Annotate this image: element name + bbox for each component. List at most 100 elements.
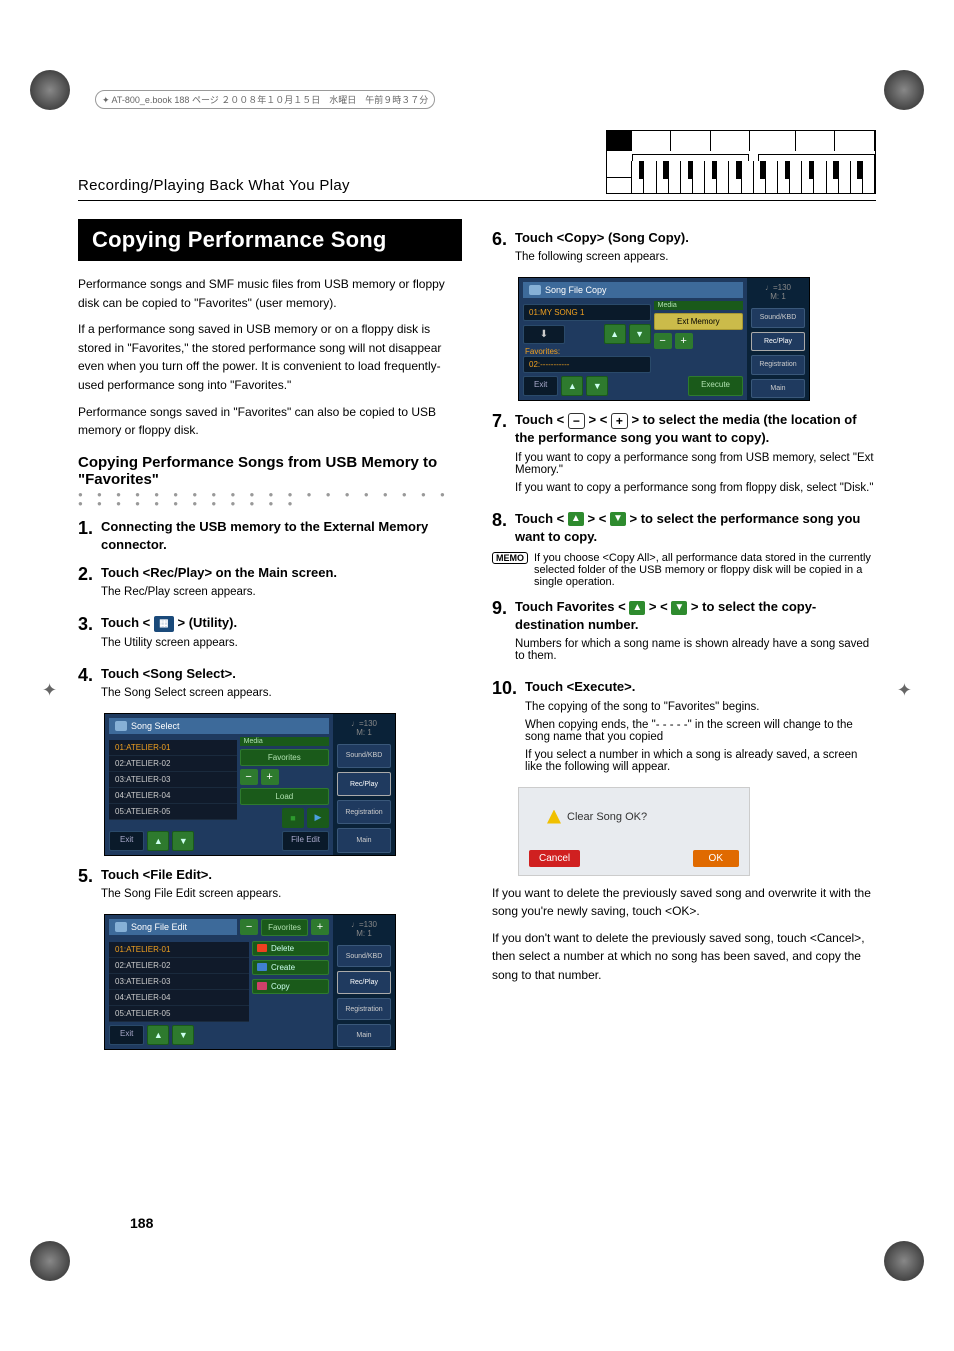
warning-icon (547, 810, 561, 824)
down-arrow-icon: ▼ (586, 376, 608, 396)
create-item: Create (252, 960, 329, 975)
step-1-title: Connecting the USB memory to the Externa… (101, 518, 462, 554)
step-10-note3: If you select a number in which a song i… (525, 749, 876, 773)
favorites-label: Favorites: (525, 347, 651, 356)
minus-icon: − (568, 413, 585, 429)
list-item: 02:ATELIER-02 (109, 958, 249, 974)
plus-icon: + (611, 413, 628, 429)
song-select-screenshot: Song Select 01:ATELIER-01 02:ATELIER-02 … (104, 713, 396, 856)
play-icon: ▶ (307, 808, 329, 828)
step-9-note: Numbers for which a song name is shown a… (515, 638, 876, 662)
side-button: Registration (337, 998, 391, 1021)
stop-icon: ■ (282, 808, 304, 828)
down-arrow-icon: ▼ (671, 601, 687, 615)
ss-title: Song File Edit (131, 922, 187, 932)
copy-item: Copy (252, 979, 329, 994)
side-button: Main (337, 828, 391, 852)
crop-mark-bl (30, 1241, 70, 1281)
up-arrow-icon: ▲ (629, 601, 645, 615)
song-file-copy-screenshot: Song File Copy 01:MY SONG 1 ⬇ ▲ ▼ Favori… (518, 277, 810, 401)
down-arrow-icon: ▼ (172, 831, 194, 851)
step-number: 5. (78, 866, 93, 906)
list-item: 01:ATELIER-01 (109, 740, 237, 756)
side-button: Rec/Play (337, 971, 391, 994)
plus-icon: + (261, 769, 279, 785)
side-button: Registration (337, 800, 391, 824)
step-10-note2: When copying ends, the "- - - - -" in th… (525, 719, 876, 743)
step-number: 7. (492, 411, 507, 499)
memo-icon: MEMO (492, 552, 528, 564)
list-item: 05:ATELIER-05 (109, 1006, 249, 1022)
registration-cross-left: ✦ (42, 680, 57, 701)
ss-title: Song Select (131, 721, 180, 731)
memo-text: If you choose <Copy All>, all performanc… (534, 552, 876, 588)
down-arrow-icon: ▼ (610, 512, 626, 526)
favorites-pill: Favorites (261, 919, 308, 936)
delete-item: Delete (252, 941, 329, 956)
minus-icon: − (240, 919, 258, 935)
file-edit-button: File Edit (282, 831, 329, 851)
list-item: 01:ATELIER-01 (109, 942, 249, 958)
divider-dots: ● ● ● ● ● ● ● ● ● ● ● ● ● ● ● ● ● ● ● ● … (78, 490, 462, 508)
down-arrow-icon: ▼ (172, 1025, 194, 1045)
breadcrumb: Recording/Playing Back What You Play (78, 177, 350, 194)
down-arrow-icon: ⬇ (523, 325, 565, 344)
media-label: Media (654, 301, 743, 310)
intro-p3: Performance songs saved in "Favorites" c… (78, 403, 462, 440)
side-button: Main (751, 379, 805, 399)
ext-memory-pill: Ext Memory (654, 313, 743, 330)
side-button: Sound/KBD (337, 744, 391, 768)
cancel-button: Cancel (529, 850, 580, 867)
execute-button: Execute (688, 376, 743, 396)
registration-cross-right: ✦ (897, 680, 912, 701)
step-6-title: Touch <Copy> (Song Copy). (515, 229, 876, 247)
favorites-pill: Favorites (240, 749, 329, 766)
crop-mark-tl (30, 70, 70, 110)
step-number: 2. (78, 564, 93, 604)
book-ruler: ✦ AT-800_e.book 188 ページ ２００８年１０月１５日 水曜日 … (95, 90, 435, 109)
exit-button: Exit (109, 1025, 144, 1045)
load-pill: Load (240, 788, 329, 805)
side-button: Rec/Play (337, 772, 391, 796)
step-4-title: Touch <Song Select>. (101, 665, 462, 683)
crop-mark-br (884, 1241, 924, 1281)
song-field: 01:MY SONG 1 (523, 304, 651, 321)
final-p2: If you don't want to delete the previous… (492, 929, 876, 985)
step-number: 10. (492, 678, 517, 778)
step-10-title: Touch <Execute>. (525, 678, 876, 696)
ss-title: Song File Copy (545, 285, 607, 295)
minus-icon: − (654, 333, 672, 349)
step-5-title: Touch <File Edit>. (101, 866, 462, 884)
up-arrow-icon: ▲ (561, 376, 583, 396)
up-arrow-icon: ▲ (568, 512, 584, 526)
exit-button: Exit (109, 831, 144, 851)
step-6-note: The following screen appears. (515, 251, 876, 263)
page-number: 188 (130, 1215, 153, 1231)
minus-icon: − (240, 769, 258, 785)
ruler-text: AT-800_e.book 188 ページ ２００８年１０月１５日 水曜日 午前… (112, 95, 429, 105)
utility-icon: ▦ (154, 616, 174, 632)
list-item: 02:ATELIER-02 (109, 756, 237, 772)
side-button: Sound/KBD (751, 308, 805, 328)
up-arrow-icon: ▲ (147, 1025, 169, 1045)
list-item: 04:ATELIER-04 (109, 990, 249, 1006)
up-arrow-icon: ▲ (604, 324, 626, 344)
down-arrow-icon: ▼ (629, 324, 651, 344)
step-number: 4. (78, 665, 93, 705)
step-2-title: Touch <Rec/Play> on the Main screen. (101, 564, 462, 582)
side-button: Main (337, 1024, 391, 1047)
step-7-title: Touch < − > < + > to select the media (t… (515, 411, 876, 447)
step-5-note: The Song File Edit screen appears. (101, 888, 462, 900)
clear-song-dialog: Clear Song OK? Cancel OK (518, 787, 750, 876)
section-banner: Copying Performance Song (78, 219, 462, 261)
list-item: 05:ATELIER-05 (109, 804, 237, 820)
step-4-note: The Song Select screen appears. (101, 687, 462, 699)
step-8-title: Touch < ▲ > < ▼ > to select the performa… (515, 510, 876, 546)
step-number: 1. (78, 518, 93, 554)
intro-p2: If a performance song saved in USB memor… (78, 320, 462, 394)
dialog-msg: Clear Song OK? (567, 810, 647, 822)
exit-button: Exit (523, 376, 558, 396)
list-item: 03:ATELIER-03 (109, 974, 249, 990)
step-3-note: The Utility screen appears. (101, 637, 462, 649)
side-button: Registration (751, 355, 805, 375)
